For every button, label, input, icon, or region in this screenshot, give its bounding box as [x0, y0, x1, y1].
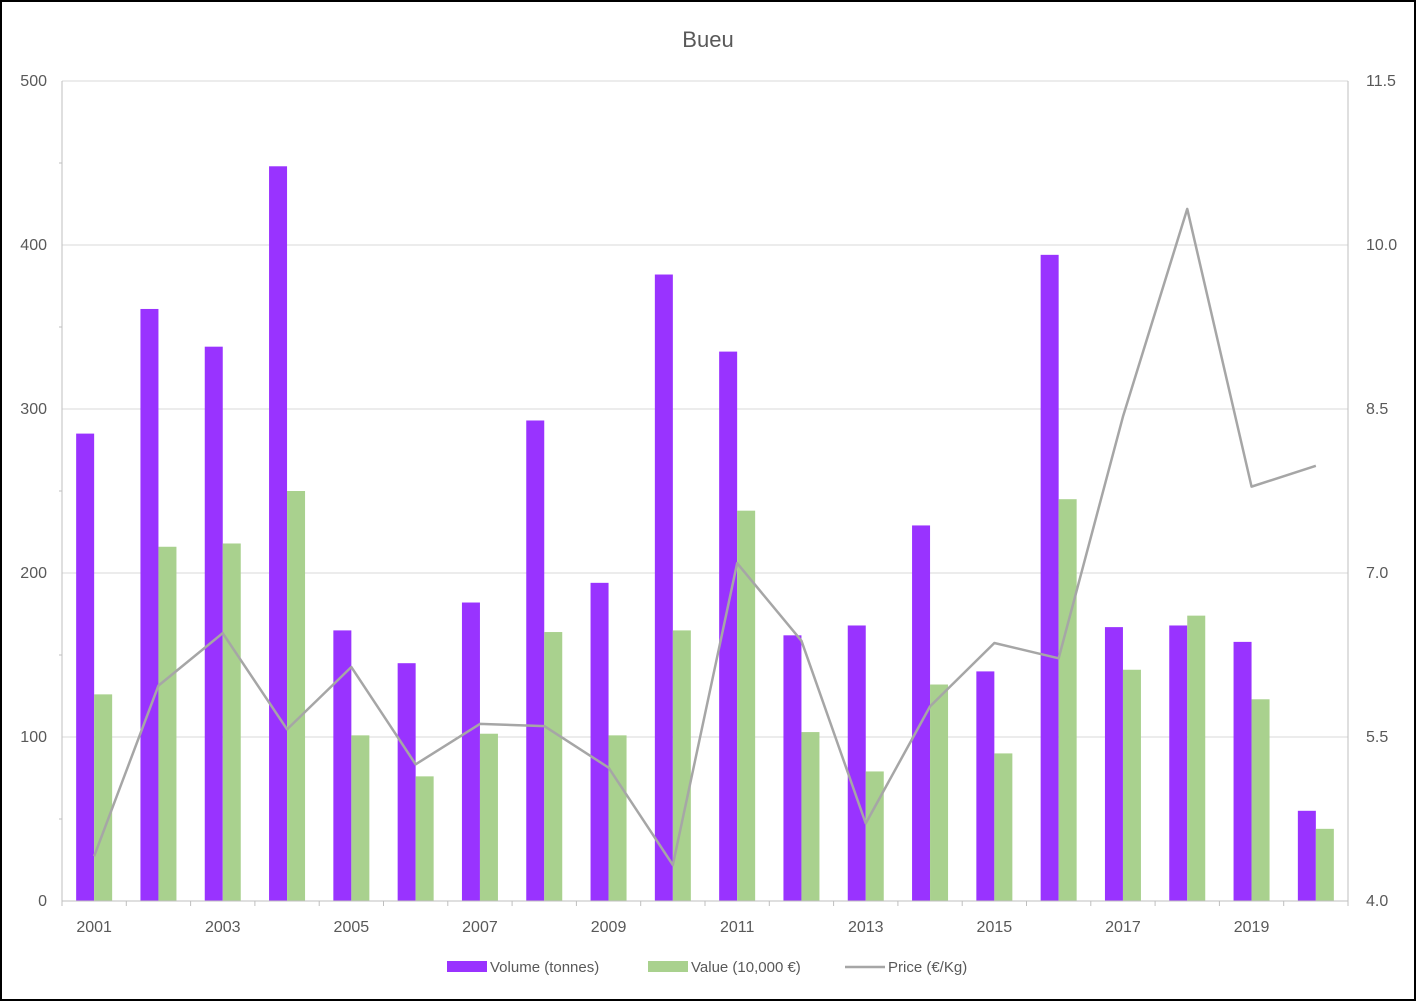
bar-volume — [269, 166, 288, 901]
x-tick-label: 2013 — [848, 919, 884, 936]
x-tick-label: 2017 — [1105, 919, 1141, 936]
bar-value — [1251, 699, 1270, 901]
bar-value — [930, 684, 949, 901]
bar-volume — [204, 346, 223, 901]
bar-volume — [333, 630, 352, 901]
y-left-tick-label: 200 — [20, 565, 47, 582]
bar-value — [1058, 499, 1077, 901]
bar-volume — [76, 433, 95, 901]
bar-volume — [654, 274, 673, 901]
bar-volume — [719, 351, 738, 902]
legend: Volume (tonnes) Value (10,000 €) Price (€/… — [447, 959, 967, 976]
bar-value — [1187, 615, 1206, 901]
x-tick-label: 2019 — [1234, 919, 1270, 936]
bar-value — [415, 776, 434, 901]
bar-value — [351, 735, 370, 901]
bar-volume — [461, 602, 480, 901]
bar-value — [865, 771, 884, 901]
y-right-tick-label: 11.5 — [1366, 73, 1396, 90]
y-left-tick-label: 300 — [20, 401, 47, 418]
bar-value — [544, 632, 563, 901]
chart-title: Bueu — [682, 27, 733, 52]
y-right-tick-label: 10.0 — [1366, 237, 1397, 254]
bar-volume — [526, 420, 545, 901]
x-tick-label: 2005 — [334, 919, 370, 936]
bar-value — [94, 694, 113, 901]
bar-volume — [783, 635, 802, 901]
bar-value — [479, 733, 498, 901]
bar-volume — [590, 582, 609, 901]
bar-value — [608, 735, 627, 901]
bar-value — [801, 732, 820, 901]
bar-volume — [912, 525, 931, 901]
bar-value — [994, 753, 1013, 901]
y-right-tick-label: 7.0 — [1366, 565, 1388, 582]
y-right-tick-label: 5.5 — [1366, 729, 1388, 746]
bar-volume — [1104, 627, 1123, 901]
legend-swatch — [447, 961, 487, 972]
gridlines — [62, 80, 1348, 738]
y-left-tick-label: 0 — [38, 893, 47, 910]
price-line — [92, 207, 1317, 867]
bars — [76, 166, 1334, 902]
bar-volume — [1040, 254, 1059, 902]
bar-volume — [847, 625, 866, 901]
bar-volume — [397, 663, 416, 901]
bar-volume — [1169, 625, 1188, 901]
y-left-tick-label: 100 — [20, 729, 47, 746]
bar-volume — [976, 671, 995, 901]
price-series-line — [92, 207, 1317, 867]
bar-value — [672, 630, 691, 901]
bar-value — [1122, 669, 1141, 901]
bar-value — [222, 543, 241, 901]
bar-volume — [140, 308, 159, 902]
x-tick-label: 2001 — [76, 919, 112, 936]
legend-swatch — [648, 961, 688, 972]
bar-volume — [1233, 641, 1252, 901]
x-tick-label: 2003 — [205, 919, 241, 936]
x-tick-label: 2009 — [591, 919, 627, 936]
bar-value — [158, 546, 177, 901]
x-tick-label: 2011 — [720, 919, 755, 936]
y-right-tick-label: 8.5 — [1366, 401, 1388, 418]
y-left-tick-label: 400 — [20, 237, 47, 254]
x-tick-label: 2007 — [462, 919, 498, 936]
bar-value — [737, 510, 756, 901]
legend-label: Price (€/Kg) — [888, 959, 967, 976]
legend-label: Value (10,000 €) — [691, 959, 801, 976]
bar-value — [287, 491, 306, 901]
y-right-tick-label: 4.0 — [1366, 893, 1388, 910]
bar-volume — [1297, 810, 1316, 901]
y-left-tick-label: 500 — [20, 73, 47, 90]
x-tick-label: 2015 — [977, 919, 1013, 936]
bar-value — [1315, 828, 1334, 901]
axes: 0 100 200 300 400 500 4.0 5.5 7.0 8.5 10.0 11.5 2001… — [20, 73, 1397, 936]
legend-label: Volume (tonnes) — [490, 959, 599, 976]
